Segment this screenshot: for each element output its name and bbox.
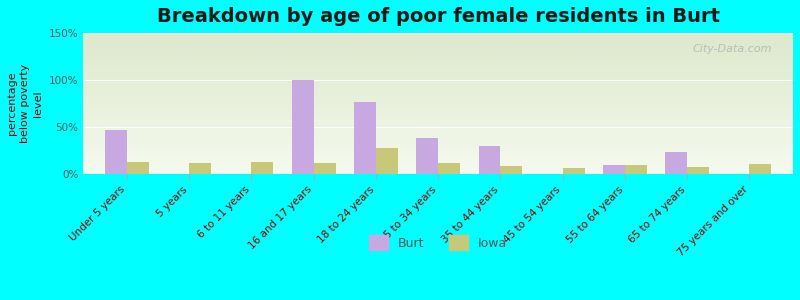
Bar xyxy=(501,167,522,174)
Bar xyxy=(603,165,625,174)
Legend: Burt, Iowa: Burt, Iowa xyxy=(364,230,512,255)
Bar xyxy=(292,80,314,174)
Bar xyxy=(251,162,274,174)
Bar xyxy=(625,165,646,174)
Bar xyxy=(562,168,585,174)
Y-axis label: percentage
below poverty
level: percentage below poverty level xyxy=(7,64,43,143)
Bar xyxy=(478,146,501,174)
Title: Breakdown by age of poor female residents in Burt: Breakdown by age of poor female resident… xyxy=(157,7,720,26)
Text: City-Data.com: City-Data.com xyxy=(692,44,772,54)
Bar xyxy=(190,163,211,174)
Bar xyxy=(354,102,376,174)
Bar xyxy=(687,167,709,174)
Bar xyxy=(417,138,438,174)
Bar xyxy=(314,163,335,174)
Bar xyxy=(666,152,687,174)
Bar xyxy=(105,130,127,174)
Bar xyxy=(127,162,149,174)
Bar xyxy=(438,163,460,174)
Bar xyxy=(750,164,771,174)
Bar xyxy=(376,148,398,174)
